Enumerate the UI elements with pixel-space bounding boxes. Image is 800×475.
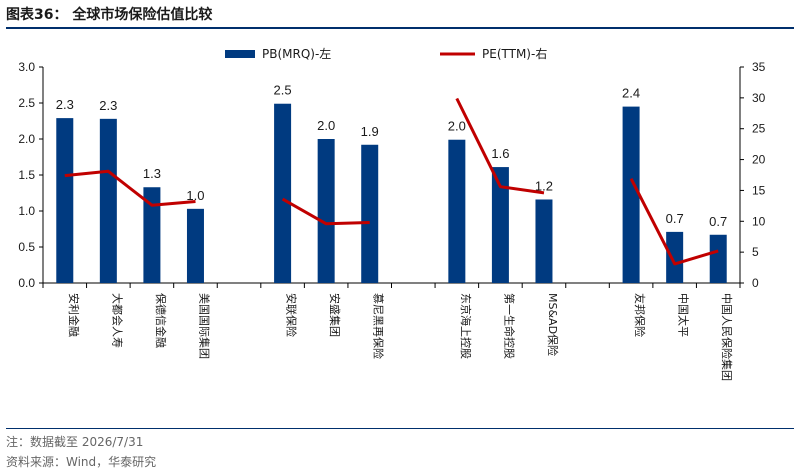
category-label: 中国人民保险集团 [720, 293, 734, 381]
left-tick-label: 1.0 [18, 204, 35, 218]
pb-value-label: 2.0 [448, 119, 466, 134]
chart: 0.0 0.5 1.0 1.5 2.0 2.5 3.0 0 5 10 15 20 25 30 35 2.3 2.… [18, 46, 766, 381]
footer-rule [6, 428, 794, 429]
pb-bar [274, 103, 292, 283]
category-label: 中国太平 [677, 293, 690, 337]
right-tick-label: 25 [752, 122, 766, 136]
pb-bar [448, 139, 466, 283]
left-tick-label: 1.5 [18, 168, 35, 182]
legend-pb-label: PB(MRQ)-左 [262, 46, 331, 61]
left-tick-label: 2.0 [18, 132, 35, 146]
pb-value-label: 0.7 [709, 214, 727, 229]
pb-bar [186, 208, 204, 283]
category-label: 美国国际集团 [197, 293, 211, 359]
pb-value-label: 2.4 [622, 86, 640, 101]
pb-value-label: 1.9 [361, 124, 379, 139]
right-tick-label: 20 [752, 153, 766, 167]
pe-line [281, 197, 370, 226]
pb-value-label: 1.3 [143, 166, 161, 181]
category-label: 安联保险 [285, 293, 299, 337]
category-label: 慕尼黑再保险 [372, 293, 386, 359]
category-label: 安盛集团 [328, 293, 342, 337]
category-label: 第一生命控股 [502, 293, 516, 359]
category-label: 东京海上控股 [459, 293, 473, 359]
category-label: 保德信金融 [154, 293, 168, 348]
pb-value-label: 1.0 [186, 188, 204, 203]
category-label: 安利金融 [67, 293, 81, 337]
pe-line [455, 97, 545, 195]
pb-bar [666, 231, 684, 283]
pb-value-label: 1.2 [535, 178, 553, 193]
pb-value-label: 2.0 [317, 118, 335, 133]
pb-value-label: 2.3 [99, 98, 117, 113]
pb-bar [143, 187, 161, 283]
left-tick-label: 2.5 [18, 96, 35, 110]
pb-bar [99, 118, 117, 283]
chart-title: 图表36： 全球市场保险估值比较 [6, 7, 213, 23]
pb-value-label: 0.7 [666, 211, 684, 226]
pe-line [629, 178, 719, 266]
pb-bar [535, 199, 553, 283]
category-label: 大都会人寿 [110, 293, 124, 348]
right-tick-label: 10 [752, 214, 766, 228]
right-tick-label: 30 [752, 91, 766, 105]
right-tick-label: 15 [752, 183, 766, 197]
legend-pe-label: PE(TTM)-右 [482, 46, 547, 61]
pb-bar [361, 144, 379, 283]
pb-value-label: 1.6 [491, 146, 509, 161]
source-note: 资料来源：Wind，华泰研究 [6, 455, 157, 469]
left-tick-label: 0.5 [18, 240, 35, 254]
data-note: 注：数据截至 2026/7/31 [6, 435, 144, 449]
left-tick-label: 3.0 [18, 60, 35, 74]
right-tick-label: 0 [752, 276, 759, 290]
pb-bar [56, 118, 74, 284]
right-tick-label: 35 [752, 60, 766, 74]
pb-value-label: 2.5 [274, 83, 292, 98]
pb-bar [709, 234, 727, 283]
legend-pb-swatch [225, 50, 255, 58]
pb-bar [491, 167, 509, 283]
category-label: 友邦保险 [633, 293, 647, 337]
pb-value-label: 2.3 [56, 97, 74, 112]
right-tick-label: 5 [752, 245, 759, 259]
title-rule [6, 27, 794, 29]
pb-bar [622, 106, 640, 283]
pb-bar [317, 139, 335, 283]
category-label: MS&AD保险 [546, 293, 560, 356]
left-tick-label: 0.0 [18, 276, 35, 290]
pe-line [64, 169, 196, 207]
